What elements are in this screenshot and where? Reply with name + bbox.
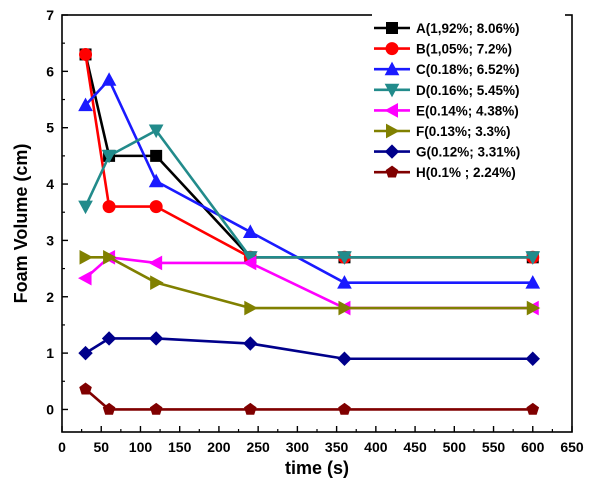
x-tick-label: 50 — [93, 439, 109, 455]
data-point — [149, 402, 163, 415]
x-tick-label: 350 — [325, 439, 349, 455]
legend-marker — [384, 103, 398, 118]
y-tick-label: 7 — [46, 7, 54, 23]
data-point — [150, 275, 164, 291]
legend-item: B(1,05%; 7.2%) — [374, 42, 512, 57]
legend-marker — [386, 22, 398, 34]
legend-label: D(0.16%; 5.45%) — [416, 83, 520, 98]
x-tick-label: 150 — [168, 439, 192, 455]
legend-label: F(0.13%; 3.3%) — [416, 124, 511, 139]
legend-label: C(0.18%; 6.52%) — [416, 62, 520, 77]
legend-label: E(0.14%; 4.38%) — [416, 103, 519, 118]
legend-item: E(0.14%; 4.38%) — [374, 103, 519, 118]
data-point — [525, 351, 540, 366]
series-h — [79, 382, 540, 415]
y-tick-label: 6 — [46, 63, 54, 79]
series-d — [78, 124, 541, 265]
data-point — [526, 300, 541, 316]
data-point — [102, 402, 116, 415]
data-point — [337, 275, 352, 289]
legend-marker — [384, 83, 400, 98]
data-point — [149, 200, 163, 214]
legend-marker — [386, 123, 400, 139]
x-tick-label: 550 — [482, 439, 506, 455]
data-point — [337, 251, 352, 265]
legend-background — [372, 12, 565, 189]
y-tick-label: 0 — [46, 401, 54, 417]
legend-item: F(0.13%; 3.3%) — [374, 123, 511, 139]
data-point — [78, 200, 93, 215]
data-point — [150, 149, 163, 162]
legend-label: H(0.1% ; 2.24%) — [416, 165, 516, 180]
legend-marker — [385, 42, 399, 56]
series-g — [78, 331, 540, 366]
y-tick-label: 5 — [46, 120, 54, 136]
x-axis-title: time (s) — [285, 458, 349, 478]
data-point — [77, 270, 92, 286]
data-point — [101, 149, 117, 164]
series-f — [79, 249, 541, 316]
legend: A(1,92%; 8.06%) B(1,05%; 7.2%) C(0.18%; 6.… — [372, 12, 565, 189]
x-tick-label: 200 — [207, 439, 231, 455]
data-point — [338, 402, 351, 415]
legend-item: A(1,92%; 8.06%) — [374, 21, 520, 36]
y-tick-label: 2 — [46, 289, 54, 305]
data-point — [244, 402, 257, 415]
data-point — [79, 47, 93, 61]
series-line — [84, 129, 533, 259]
legend-item: D(0.16%; 5.45%) — [374, 83, 520, 98]
y-tick-label: 3 — [46, 232, 54, 248]
data-point — [337, 351, 352, 366]
x-tick-label: 250 — [246, 439, 270, 455]
data-point — [79, 382, 92, 395]
data-point — [102, 200, 116, 214]
data-point — [148, 331, 164, 346]
data-point — [78, 97, 93, 112]
y-tick-label: 4 — [46, 176, 54, 192]
data-point — [148, 255, 163, 271]
legend-marker — [385, 165, 399, 178]
x-tick-label: 300 — [286, 439, 310, 455]
y-tick-label: 1 — [46, 345, 54, 361]
legend-marker — [384, 144, 400, 159]
legend-item: C(0.18%; 6.52%) — [374, 61, 520, 77]
legend-label: A(1,92%; 8.06%) — [416, 21, 520, 36]
series-c — [78, 72, 541, 289]
data-point — [243, 336, 258, 351]
x-tick-label: 100 — [129, 439, 153, 455]
x-tick-label: 600 — [521, 439, 545, 455]
data-point — [244, 300, 258, 316]
legend-item: H(0.1% ; 2.24%) — [374, 165, 516, 180]
x-tick-label: 450 — [403, 439, 427, 455]
x-tick-label: 400 — [364, 439, 388, 455]
x-tick-label: 0 — [58, 439, 66, 455]
data-point — [525, 275, 541, 289]
legend-label: G(0.12%; 3.31%) — [416, 145, 520, 160]
data-point — [242, 255, 257, 271]
data-point — [526, 402, 540, 415]
axes: 0 50 100 150 200 250 300 350 400 450 500 550 600 650 0… — [46, 7, 584, 455]
data-point — [79, 249, 94, 265]
data-point — [148, 173, 164, 188]
legend-marker — [384, 61, 400, 76]
y-axis-title: Foam Volume (cm) — [11, 144, 31, 304]
legend-label: B(1,05%; 7.2%) — [416, 42, 512, 57]
data-point — [242, 224, 258, 238]
data-point — [103, 249, 117, 265]
data-point — [525, 251, 541, 265]
data-point — [338, 300, 353, 316]
data-point — [148, 124, 164, 139]
data-point — [78, 345, 93, 361]
data-point — [101, 331, 117, 346]
data-point — [101, 72, 117, 86]
x-tick-label: 650 — [560, 439, 584, 455]
series-group — [77, 47, 541, 415]
legend-item: G(0.12%; 3.31%) — [374, 144, 520, 160]
x-tick-label: 500 — [443, 439, 467, 455]
